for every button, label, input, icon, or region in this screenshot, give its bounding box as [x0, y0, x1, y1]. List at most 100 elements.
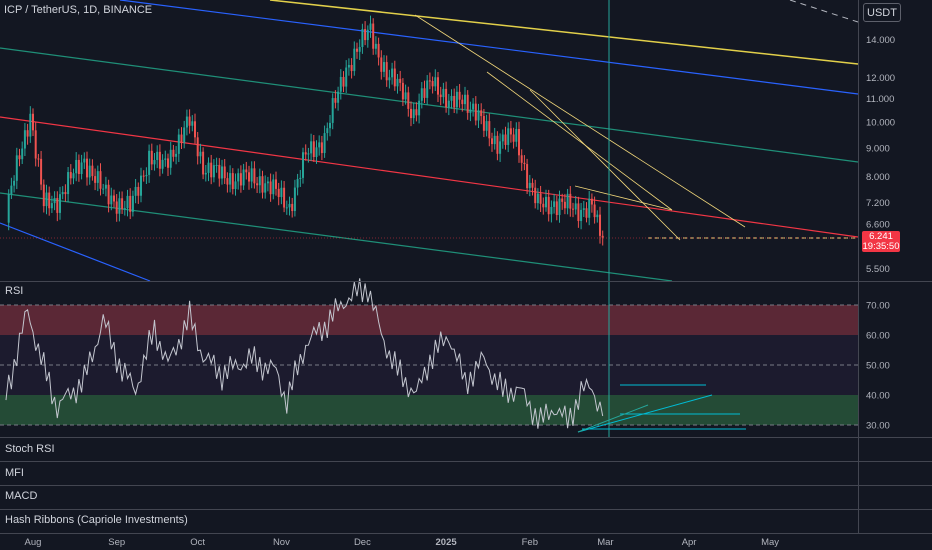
candle-body — [245, 169, 248, 173]
candle-body — [110, 195, 113, 205]
candle-body — [477, 110, 480, 121]
time-tick-label: Dec — [354, 537, 371, 548]
candle-body — [539, 193, 542, 204]
candle-body — [226, 178, 229, 185]
candle-body — [115, 201, 118, 214]
candle-body — [412, 109, 415, 119]
candle-body — [534, 187, 537, 204]
time-tick-label: Oct — [190, 537, 205, 548]
candle-body — [207, 162, 210, 173]
candle-body — [231, 173, 234, 190]
candle-body — [599, 214, 601, 236]
grey-dashed-line — [789, 0, 859, 23]
candle-body — [177, 134, 180, 154]
panel-separators — [0, 0, 932, 534]
candle-body — [158, 151, 161, 169]
candle-body — [150, 150, 153, 165]
downtrend-line-c — [529, 89, 681, 241]
candle-body — [199, 151, 202, 157]
candle-body — [131, 195, 134, 212]
candle-body — [528, 182, 531, 189]
candle-body — [504, 134, 507, 145]
candle-body — [585, 208, 588, 218]
candle-body — [536, 193, 539, 204]
candle-body — [288, 203, 291, 208]
rsi-series — [5, 278, 604, 429]
hash-ribbons-panel-label[interactable]: Hash Ribbons (Capriole Investments) — [5, 514, 188, 526]
candle-body — [453, 95, 456, 108]
candle-body — [45, 192, 48, 207]
candle-body — [458, 91, 461, 100]
candle-body — [393, 68, 396, 87]
candle-body — [202, 151, 205, 175]
stoch-rsi-panel-label[interactable]: Stoch RSI — [5, 443, 55, 455]
time-tick-label: Mar — [597, 537, 613, 548]
candle-body — [126, 195, 129, 209]
candle-body — [191, 121, 194, 126]
rsi-tick-label: 50.00 — [866, 361, 890, 372]
red-channel-middle — [0, 116, 859, 238]
candle-body — [396, 78, 399, 87]
candle-body — [391, 68, 394, 78]
candlestick-series — [7, 15, 604, 246]
candle-body — [320, 142, 323, 154]
time-tick-label: Apr — [682, 537, 697, 548]
candle-body — [29, 113, 32, 137]
candle-body — [239, 173, 242, 186]
candle-body — [531, 182, 534, 188]
candle-body — [326, 128, 329, 134]
candle-body — [56, 197, 59, 213]
candle-body — [234, 181, 237, 190]
price-tick-label: 5.500 — [866, 264, 890, 275]
candle-body — [212, 165, 215, 178]
candle-body — [88, 165, 91, 178]
rsi-tick-label: 30.00 — [866, 421, 890, 432]
candle-body — [59, 194, 61, 213]
candle-body — [518, 129, 520, 156]
candle-body — [26, 130, 29, 137]
candle-countdown: 19:35:50 — [862, 241, 900, 252]
candle-body — [299, 177, 302, 180]
time-tick-label: Aug — [25, 537, 42, 548]
rsi-overbought-band — [0, 305, 858, 335]
candle-body — [196, 137, 199, 157]
currency-badge[interactable]: USDT — [863, 3, 901, 22]
candle-body — [140, 175, 142, 196]
candle-body — [445, 88, 448, 108]
candle-body — [372, 23, 375, 49]
candle-body — [10, 185, 13, 195]
candle-body — [50, 203, 53, 209]
candle-body — [347, 64, 350, 68]
candle-body — [482, 116, 485, 131]
candle-body — [248, 172, 250, 182]
candle-body — [134, 186, 137, 196]
mfi-panel-label[interactable]: MFI — [5, 467, 24, 479]
rsi-panel-label[interactable]: RSI — [5, 285, 24, 297]
candle-body — [420, 88, 423, 101]
candle-body — [499, 141, 502, 154]
candle-body — [369, 23, 372, 30]
rsi-support-line-2 — [577, 404, 649, 433]
trendline-drawings — [0, 0, 859, 437]
candle-body — [590, 198, 593, 205]
candle-body — [566, 193, 569, 209]
candle-body — [194, 121, 196, 138]
candle-body — [434, 77, 437, 87]
blue-channel-lower — [0, 222, 151, 282]
candle-body — [442, 88, 445, 98]
candle-body — [474, 103, 477, 121]
candle-body — [32, 113, 34, 131]
candle-body — [561, 198, 564, 202]
candle-body — [137, 186, 140, 196]
candle-body — [418, 100, 421, 116]
candle-body — [447, 100, 450, 108]
candle-body — [542, 203, 545, 208]
candle-body — [323, 133, 326, 154]
macd-panel-label[interactable]: MACD — [5, 490, 38, 502]
candle-body — [388, 77, 391, 81]
candle-body — [491, 138, 493, 145]
last-price-label: 6.241 19:35:50 — [862, 231, 900, 252]
candle-body — [555, 201, 558, 216]
price-tick-label: 11.000 — [866, 94, 894, 105]
